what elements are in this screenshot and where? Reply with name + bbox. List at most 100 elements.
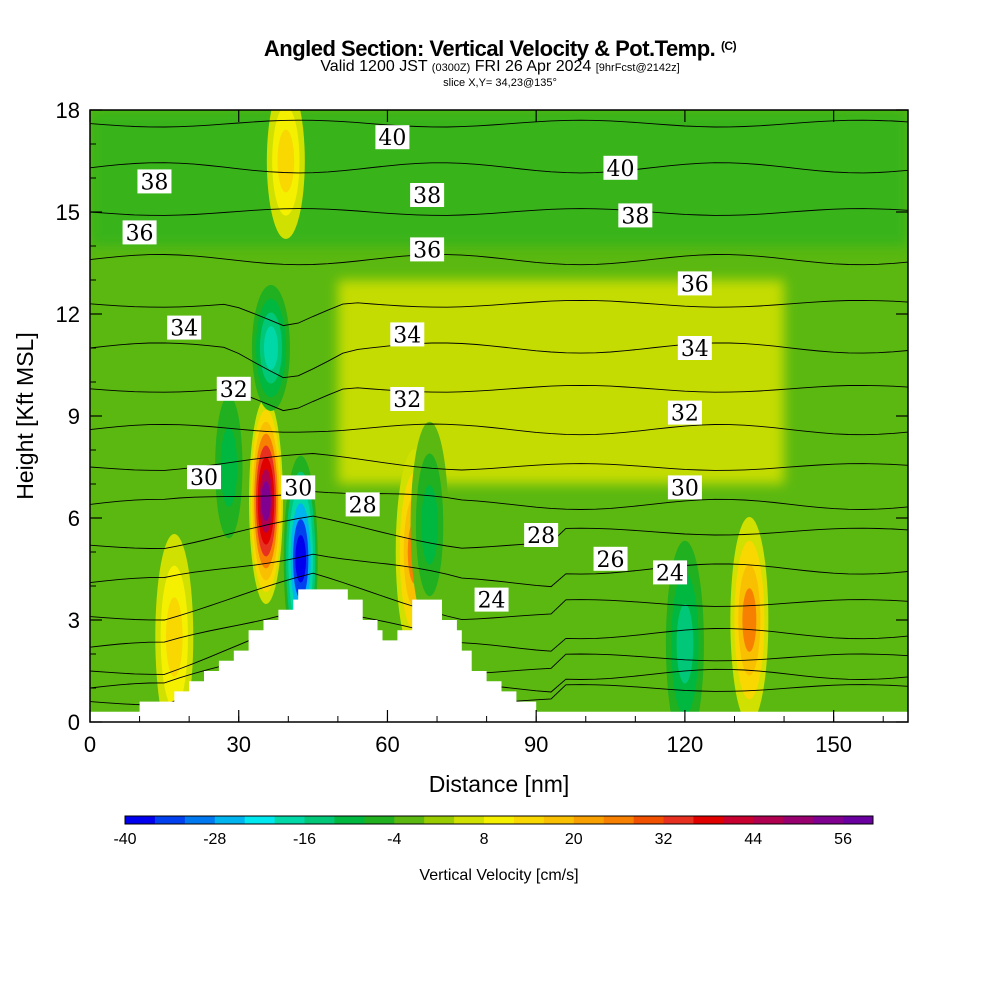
contour-label-box bbox=[216, 376, 251, 401]
velocity-contour bbox=[165, 597, 183, 677]
terrain-profile bbox=[90, 589, 908, 722]
colorbar-tick-label: -28 bbox=[203, 831, 226, 848]
colorbar-tick-label: -4 bbox=[387, 831, 401, 848]
contour-label-text: 24 bbox=[478, 589, 506, 614]
contour-label-box bbox=[603, 155, 638, 180]
contour-label: 38 bbox=[137, 169, 172, 195]
colorbar-tick-label: 56 bbox=[834, 831, 852, 848]
theta-contour-line bbox=[90, 605, 908, 652]
colorbar-swatch bbox=[364, 816, 395, 824]
field-band bbox=[90, 110, 908, 246]
contour-label-text: 30 bbox=[284, 476, 312, 501]
contour-label-text: 30 bbox=[190, 466, 218, 491]
contour-label-box bbox=[653, 560, 688, 585]
slice-label: slice X,Y= 34,23@135° bbox=[443, 77, 557, 89]
field-band bbox=[337, 280, 785, 484]
y-axis-label: Height [Kft MSL] bbox=[12, 332, 38, 499]
theta-contour-line bbox=[90, 515, 908, 550]
contour-label: 34 bbox=[677, 336, 712, 362]
theta-contour-line bbox=[90, 616, 908, 675]
colorbar-swatch bbox=[693, 816, 724, 824]
contour-label: 24 bbox=[653, 560, 688, 586]
y-tick-label: 0 bbox=[68, 710, 80, 735]
colorbar-label: Vertical Velocity [cm/s] bbox=[419, 867, 578, 884]
contour-label-box bbox=[410, 237, 445, 262]
contour-label-box bbox=[375, 125, 410, 150]
colorbar-swatch bbox=[125, 816, 156, 824]
contour-label-text: 36 bbox=[413, 238, 441, 263]
contour-label-text: 32 bbox=[393, 388, 421, 413]
contour-label-box bbox=[667, 400, 702, 425]
contour-label-text: 40 bbox=[606, 157, 634, 182]
contour-label: 40 bbox=[603, 155, 638, 182]
contour-label-text: 40 bbox=[378, 126, 406, 151]
y-tick-label: 12 bbox=[56, 302, 80, 327]
colorbar-swatch bbox=[603, 816, 635, 824]
contour-label: 26 bbox=[593, 546, 628, 573]
contour-label-box bbox=[667, 475, 702, 500]
colorbar-swatch bbox=[334, 816, 365, 824]
theta-contour-line bbox=[90, 119, 908, 128]
contour-label-text: 38 bbox=[621, 204, 649, 229]
contour-label: 38 bbox=[618, 203, 653, 229]
contour-label-box bbox=[390, 387, 425, 411]
contour-label-box bbox=[122, 220, 157, 245]
colorbar-tick-label: -16 bbox=[293, 831, 316, 848]
velocity-cell bbox=[248, 398, 283, 604]
contour-label-text: 24 bbox=[656, 561, 684, 586]
x-tick-label: 30 bbox=[226, 732, 250, 757]
contour-label: 40 bbox=[375, 125, 410, 151]
velocity-contour bbox=[263, 326, 278, 370]
contour-label: 28 bbox=[524, 523, 559, 549]
x-tick-label: 90 bbox=[524, 732, 548, 757]
theta-contour-line bbox=[90, 254, 908, 266]
colorbar-swatch bbox=[154, 816, 186, 824]
contour-label-box bbox=[618, 203, 653, 228]
colorbar-swatch bbox=[424, 816, 455, 824]
y-tick-label: 6 bbox=[68, 506, 80, 531]
contour-label-box bbox=[281, 475, 316, 500]
contour-label: 30 bbox=[667, 475, 702, 501]
contour-label-text: 34 bbox=[170, 317, 198, 342]
colorbar-swatch bbox=[663, 816, 694, 824]
contour-label-text: 38 bbox=[413, 184, 441, 209]
contour-label-box bbox=[187, 465, 222, 490]
colorbar-swatch bbox=[723, 816, 754, 824]
colorbar-swatch bbox=[543, 816, 575, 824]
y-tick-label: 15 bbox=[56, 200, 80, 225]
velocity-contour bbox=[220, 427, 238, 507]
velocity-contour bbox=[742, 588, 757, 652]
x-axis-label: Distance [nm] bbox=[429, 771, 570, 797]
colorbar-swatch bbox=[484, 816, 515, 824]
colorbar-swatch bbox=[274, 816, 306, 824]
velocity-cell bbox=[251, 285, 290, 411]
velocity-contour bbox=[261, 481, 271, 521]
colorbar-swatch bbox=[304, 816, 335, 824]
contour-label-box bbox=[474, 587, 509, 612]
contour-label-text: 28 bbox=[527, 524, 555, 549]
colorbar-swatch bbox=[783, 816, 814, 824]
contour-label-box bbox=[593, 546, 628, 571]
contour-label: 30 bbox=[187, 465, 222, 491]
velocity-cell bbox=[665, 540, 704, 722]
velocity-contour bbox=[277, 129, 295, 193]
contour-label: 24 bbox=[474, 587, 509, 614]
velocity-cell bbox=[209, 364, 248, 570]
x-tick-label: 60 bbox=[375, 732, 399, 757]
y-tick-label: 18 bbox=[56, 98, 80, 123]
contour-label-text: 30 bbox=[671, 476, 699, 501]
velocity-cell bbox=[155, 534, 194, 722]
contour-label-text: 38 bbox=[140, 170, 168, 195]
colorbar-swatch bbox=[184, 816, 216, 824]
chart-subtitle: Valid 1200 JST (0300Z) FRI 26 Apr 2024 [… bbox=[320, 58, 680, 75]
contour-label: 28 bbox=[345, 492, 380, 518]
theta-contour-line bbox=[90, 491, 908, 510]
contour-label-box bbox=[345, 492, 380, 517]
contour-labels: 40 38 38 36 36 34 34 32 32 30 30 28 40 38 36 34 32 30 28 26… bbox=[122, 125, 712, 614]
contour-label-box bbox=[137, 169, 172, 194]
colorbar-swatch bbox=[843, 816, 874, 824]
contour-label-box bbox=[410, 183, 445, 207]
velocity-cell bbox=[730, 517, 769, 722]
